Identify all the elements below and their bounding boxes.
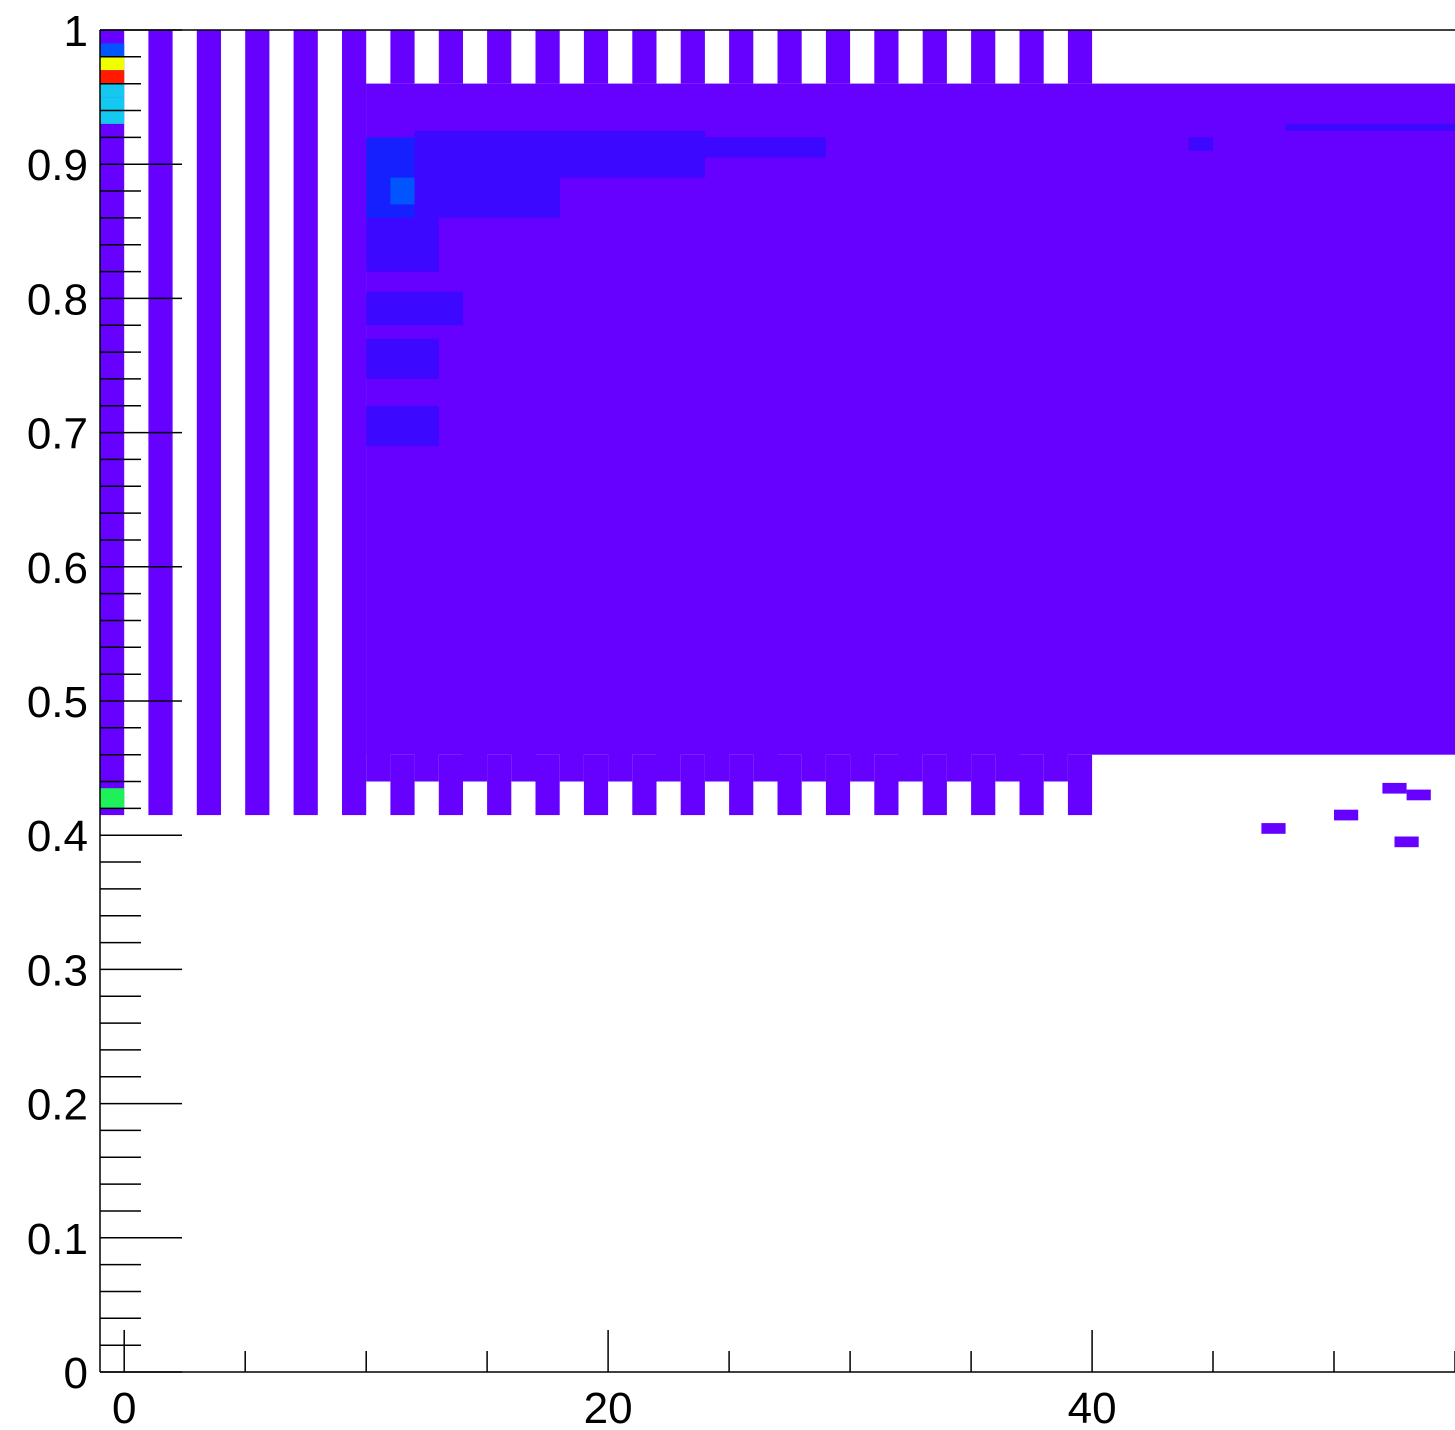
heatmap-column [342,30,367,816]
heatmap-region [100,30,125,816]
heatmap-column [390,754,415,816]
heatmap-column [946,83,972,782]
heatmap-column [777,30,802,84]
heatmap-cell [1261,823,1286,834]
heatmap-patch [390,177,415,205]
heatmap-column [438,30,463,84]
heatmap-column [583,30,609,84]
heatmap-region [1092,83,1455,742]
heatmap-patch [366,291,463,326]
heatmap-hot-cell [100,794,125,809]
heatmap-column [148,30,173,816]
heatmap-column [632,754,657,816]
heatmap-column [680,754,705,816]
heatmap-column [801,83,826,782]
tick-marks [100,29,1455,1373]
heatmap-column [245,30,270,816]
heatmap-patch [366,405,439,447]
heatmap-cell [1406,789,1431,801]
heatmap-patch [559,144,609,158]
heatmap-column [293,30,318,816]
heatmap-column [1043,83,1068,782]
heatmap-column [680,30,705,84]
heatmap-column [1067,30,1093,84]
heatmap-column [729,30,754,84]
tick-labels: 0 0.1 0.2 0.3 0.4 0.5 0.6 0.7 0.8 0.9 1 0 20 40 [27,7,1117,1430]
heatmap-patch [1188,137,1213,151]
heatmap-column [753,83,778,782]
heatmap-cell [1334,809,1359,821]
y-tick-label: 0.1 [27,1215,88,1264]
heatmap-column [971,30,996,84]
x-tick-label: 20 [584,1384,633,1430]
y-tick-label: 0.7 [27,410,88,459]
heatmap-column [487,30,512,84]
heatmap-hot-cell [100,43,125,57]
x-tick-label: 40 [1068,1384,1117,1430]
heatmap-hot-cell [100,70,125,84]
heatmap-column [850,83,875,782]
heatmap-patch [704,137,826,158]
heatmap-hot-cell [100,97,125,111]
heatmap-cells [100,30,1455,848]
heatmap-column [1019,30,1044,84]
y-tick-label: 0.6 [27,544,88,593]
heatmap-cell [1394,836,1419,848]
heatmap-hot-cell [100,56,125,71]
heatmap-column [535,30,560,84]
heatmap-column [438,754,463,816]
heatmap-column [1019,754,1044,816]
heatmap-column [971,754,996,816]
y-tick-label: 1 [64,7,88,56]
heatmap-column [898,83,923,782]
y-tick-label: 0.5 [27,678,88,727]
heatmap-column [632,30,657,84]
y-tick-label: 0.8 [27,275,88,324]
y-tick-label: 0.4 [27,812,88,861]
heatmap-column [196,30,221,816]
heatmap-column [922,30,947,84]
heatmap-column [729,754,754,816]
heatmap-column [656,83,681,782]
heatmap-patch [414,177,560,218]
heatmap-column [608,83,633,782]
heatmap-patch [1285,123,1455,131]
heatmap-column [559,83,584,782]
heatmap-column [825,754,851,816]
y-tick-label: 0 [64,1349,88,1398]
heatmap-column [535,754,560,816]
heatmap-patch [366,217,439,272]
heatmap-column [777,754,802,816]
heatmap-column [874,30,899,84]
heatmap-column [995,83,1020,782]
heatmap-column [825,30,851,84]
heatmap-hot-cell [100,83,125,98]
y-tick-label: 0.2 [27,1081,88,1130]
heatmap-column [1067,754,1093,816]
heatmap-column [922,754,947,816]
x-tick-label: 0 [112,1384,136,1430]
heatmap-column [704,83,730,782]
heatmap-column [487,754,512,816]
heatmap-column [583,754,609,816]
y-tick-label: 0.9 [27,141,88,190]
heatmap-cell [1382,782,1407,794]
heatmap-column [874,754,899,816]
y-tick-label: 0.3 [27,946,88,995]
heatmap-patch [366,338,439,379]
heatmap-column [390,30,415,84]
heatmap-hot-cell [100,110,125,124]
